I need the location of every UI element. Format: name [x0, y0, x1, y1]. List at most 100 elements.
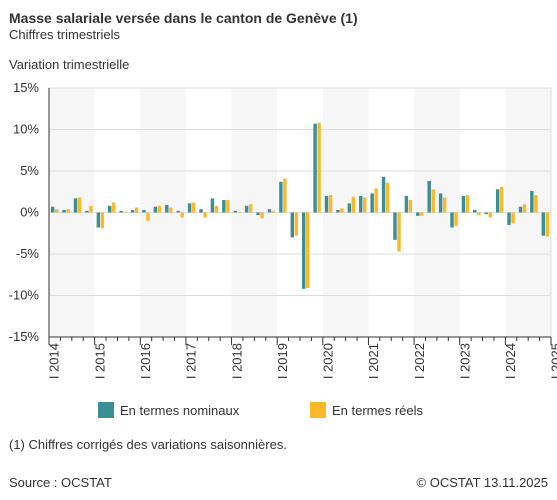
- bars: [50, 122, 550, 289]
- bar-real: [442, 197, 447, 213]
- bar-real: [397, 212, 401, 252]
- y-tick-label: 5%: [20, 163, 39, 178]
- bar-real: [260, 212, 264, 219]
- y-tick-label: -15%: [9, 329, 40, 344]
- legend-label-nominal: En termes nominaux: [120, 402, 240, 418]
- copyright-text: © OCSTAT 13.11.2025: [416, 475, 548, 490]
- x-tick-label: I 2022: [412, 343, 427, 379]
- bar-real: [522, 204, 527, 213]
- bar-nominal: [461, 195, 466, 213]
- bar-real: [134, 207, 139, 213]
- y-axis-label: Variation trimestrielle: [9, 57, 130, 72]
- bar-nominal: [153, 206, 158, 213]
- bar-nominal: [130, 210, 135, 213]
- x-tick-label: I 2016: [138, 343, 153, 379]
- y-tick-label: 15%: [13, 80, 39, 95]
- x-tick-labels: I 2014 I 2015 I 2016 I 2017 I 2018 I 2019 I 20…: [47, 343, 557, 379]
- x-tick-label: I 2019: [275, 343, 290, 379]
- bar-nominal: [50, 206, 55, 213]
- bar-nominal: [393, 212, 397, 240]
- bar-nominal: [119, 210, 123, 213]
- legend-swatch-nominal: [98, 402, 114, 418]
- bar-real: [294, 212, 299, 236]
- bar-nominal: [530, 190, 534, 213]
- bar-real: [169, 207, 173, 213]
- legend-item-real[interactable]: En termes réels: [310, 402, 423, 418]
- bar-real: [306, 212, 310, 289]
- bar-nominal: [473, 210, 477, 213]
- bar-real: [420, 212, 424, 216]
- bar-real: [180, 212, 184, 218]
- x-tick-label: I 2020: [321, 343, 336, 379]
- bar-nominal: [381, 176, 386, 213]
- bar-nominal: [404, 195, 409, 213]
- bar-nominal: [301, 212, 306, 289]
- bar-real: [477, 212, 481, 215]
- bar-nominal: [416, 212, 420, 216]
- bar-nominal: [290, 212, 294, 238]
- bar-nominal: [85, 210, 89, 213]
- legend-swatch-real: [310, 402, 326, 418]
- bar-nominal: [96, 212, 101, 228]
- bar-real: [488, 212, 492, 218]
- bar-nominal: [62, 210, 66, 213]
- bar-real: [431, 189, 435, 213]
- bar-nominal: [541, 212, 545, 236]
- bar-nominal: [233, 210, 237, 213]
- bar-nominal: [210, 198, 215, 213]
- bar-nominal: [484, 212, 488, 215]
- bar-real: [237, 211, 241, 213]
- bar-real: [351, 196, 356, 213]
- bar-real: [283, 178, 287, 213]
- bar-real: [55, 209, 59, 213]
- bar-real: [374, 188, 378, 213]
- bar-nominal: [165, 205, 169, 213]
- bar-nominal: [495, 189, 500, 213]
- x-tick-label: I 2025: [549, 343, 557, 379]
- bar-real: [328, 195, 333, 213]
- bar-nominal: [267, 209, 272, 213]
- bar-real: [317, 122, 321, 213]
- chart-title: Masse salariale versée dans le canton de…: [9, 10, 358, 26]
- bar-real: [465, 195, 470, 213]
- bar-nominal: [244, 205, 249, 213]
- legend-label-real: En termes réels: [332, 402, 424, 418]
- bar-real: [146, 212, 150, 221]
- source-text: Source : OCSTAT: [9, 475, 112, 490]
- bar-nominal: [359, 195, 363, 213]
- bar-nominal: [324, 195, 329, 213]
- x-tick-label: I 2021: [366, 343, 381, 379]
- x-tick-label: I 2024: [503, 343, 518, 379]
- bar-nominal: [450, 212, 454, 228]
- x-tick-label: I 2014: [47, 343, 62, 379]
- bar-nominal: [176, 210, 180, 213]
- bar-real: [157, 205, 162, 213]
- bar-real: [511, 212, 515, 224]
- bar-real: [385, 182, 390, 213]
- bar-nominal: [222, 200, 226, 213]
- x-tick-label: I 2023: [457, 343, 472, 379]
- bar-nominal: [108, 205, 112, 213]
- bar-real: [271, 210, 276, 213]
- bar-nominal: [347, 203, 352, 213]
- bar-real: [454, 212, 458, 226]
- bar-real: [499, 186, 504, 213]
- y-tick-labels: 15% 10% 5% 0% -5% -10% -15%: [9, 80, 40, 344]
- y-tick-label: -5%: [16, 246, 40, 261]
- bar-real: [123, 211, 127, 213]
- bar-nominal: [187, 203, 192, 213]
- x-tick-label: I 2018: [229, 343, 244, 379]
- bar-real: [191, 202, 196, 213]
- legend-item-nominal[interactable]: En termes nominaux: [98, 402, 239, 418]
- bar-nominal: [256, 212, 260, 215]
- bar-real: [545, 212, 550, 237]
- bar-real: [112, 202, 116, 213]
- bar-nominal: [199, 209, 203, 213]
- bar-nominal: [279, 181, 283, 213]
- bar-nominal: [507, 212, 511, 225]
- bar-real: [408, 200, 413, 213]
- bar-nominal: [438, 193, 443, 213]
- bar-real: [534, 195, 538, 213]
- bar-real: [363, 197, 367, 213]
- y-tick-label: -10%: [9, 288, 40, 303]
